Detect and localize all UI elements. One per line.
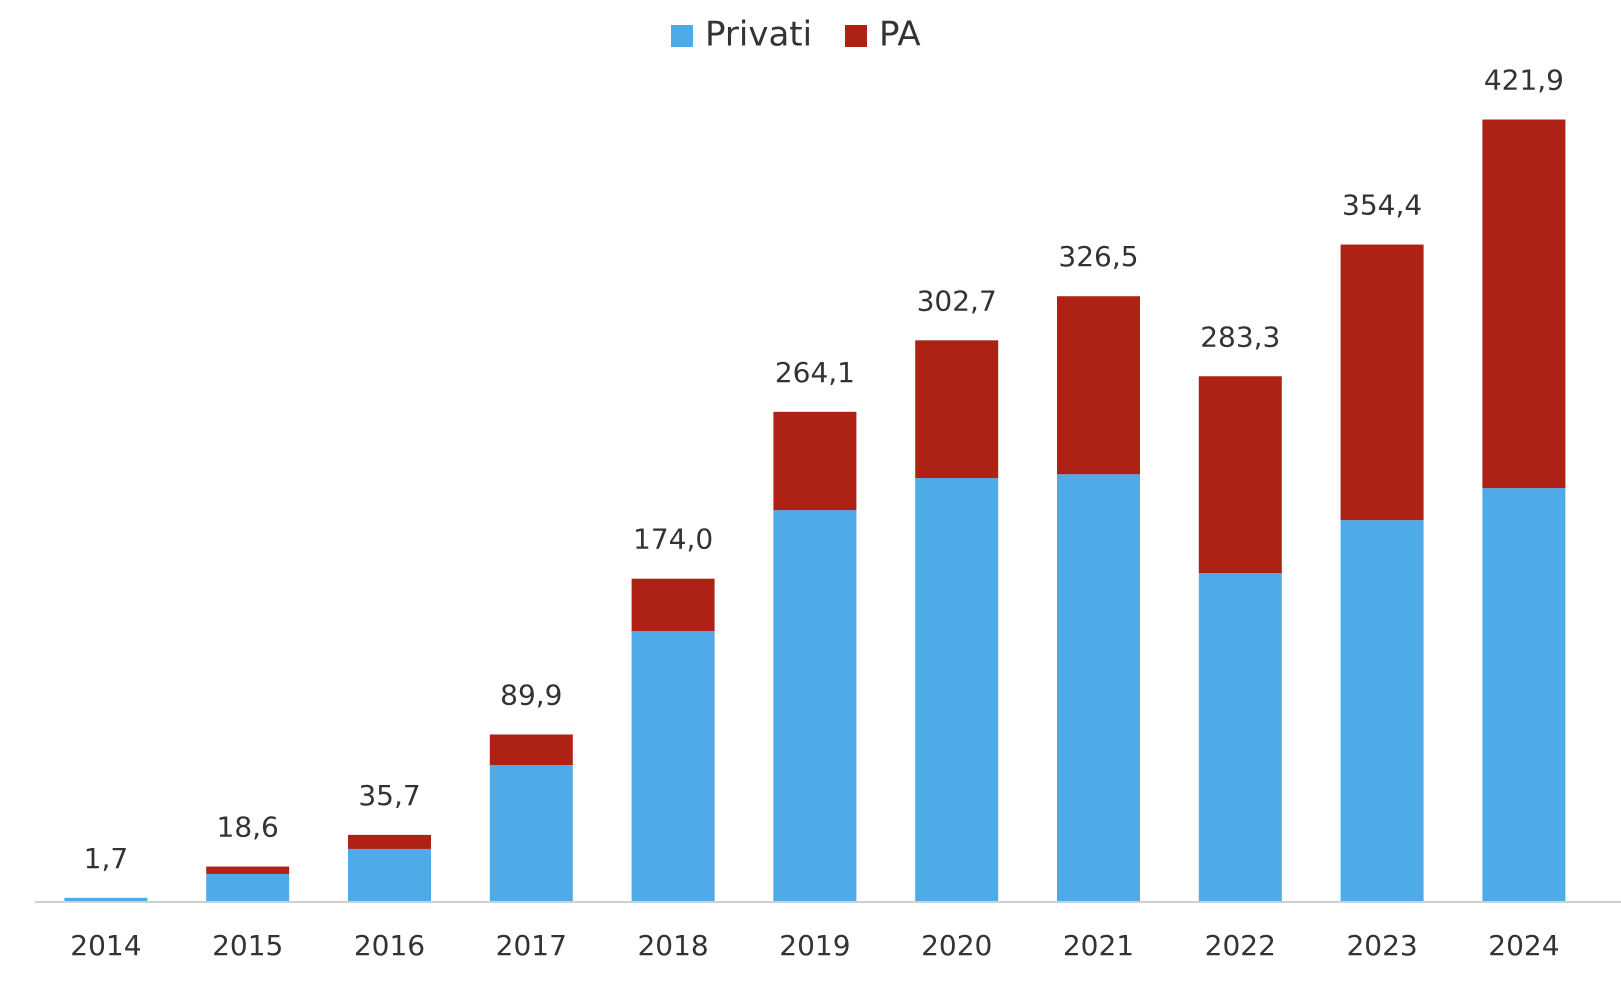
bar-segment [489,765,573,901]
total-label: 89,9 [500,678,562,711]
total-label: 302,7 [917,284,997,317]
total-label: 1,7 [84,842,129,875]
bar-segment [773,510,857,901]
legend-swatch [671,25,693,47]
total-label: 354,4 [1342,189,1422,222]
bar-segment [1482,488,1566,901]
total-label: 18,6 [217,811,279,844]
bar-segment [915,340,999,479]
bar-segment [206,866,290,874]
bar-segment [915,478,999,901]
x-tick-label: 2018 [637,929,708,962]
x-tick-label: 2021 [1063,929,1134,962]
bar-segment [1482,119,1566,489]
total-label: 174,0 [633,523,713,556]
bar-segment [348,848,431,901]
bar-segment [1198,573,1282,901]
x-tick-label: 2019 [779,929,850,962]
bar-segment [1340,244,1424,521]
bar-segment [1198,376,1282,574]
bar-segment [1340,520,1424,901]
bar-segment [489,734,573,766]
bar-segment [631,578,715,632]
bar-segment [631,631,715,901]
bar-segment [64,897,148,901]
legend-label: PA [879,15,921,55]
legend-swatch [845,25,867,47]
x-tick-label: 2023 [1346,929,1417,962]
x-tick-label: 2020 [921,929,992,962]
total-label: 35,7 [358,779,420,812]
bar-segment [773,411,857,511]
x-tick-label: 2015 [212,929,283,962]
bar-segment [348,834,431,849]
bar-segment [206,873,290,901]
bar-segment [1057,296,1140,475]
x-tick-label: 2017 [496,929,567,962]
total-label: 283,3 [1200,320,1280,353]
legend-label: Privati [705,15,812,55]
total-label: 326,5 [1058,240,1138,273]
x-tick-label: 2022 [1205,929,1276,962]
x-tick-label: 2024 [1488,929,1559,962]
total-label: 264,1 [775,356,855,389]
x-tick-label: 2016 [354,929,425,962]
bar-segment [1057,474,1140,901]
total-label: 421,9 [1484,64,1564,97]
x-tick-label: 2014 [70,929,141,962]
